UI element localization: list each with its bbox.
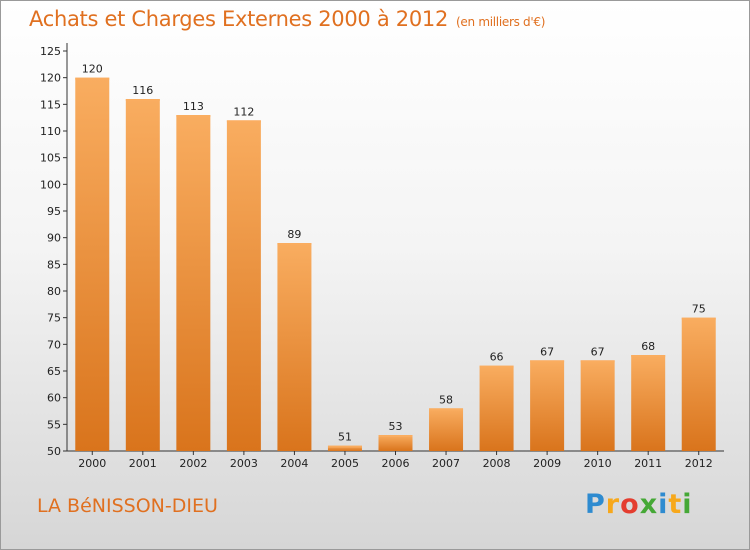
- bar-2010: [580, 360, 615, 451]
- x-tick-label: 2012: [685, 457, 713, 470]
- logo-letter: r: [605, 489, 621, 520]
- y-tick-label: 60: [47, 392, 61, 405]
- data-label-2002: 113: [183, 100, 204, 113]
- bar-2011: [631, 355, 666, 451]
- logo-letter: o: [620, 489, 640, 520]
- chart-labels: 2000 120 2001 116 2002 113 2003 112 2004 89 2005 51…: [78, 63, 712, 470]
- bar-top-highlight: [125, 99, 160, 101]
- data-label-2003: 112: [233, 105, 254, 118]
- x-tick-label: 2011: [634, 457, 662, 470]
- y-tick-label: 115: [40, 98, 61, 111]
- bar-2001: [125, 99, 160, 451]
- bar-top-highlight: [277, 243, 312, 245]
- bar-2007: [429, 408, 464, 451]
- bar-2005: [327, 445, 362, 451]
- chart-subtitle: (en milliers d'€): [456, 15, 546, 29]
- x-tick-label: 2001: [129, 457, 157, 470]
- logo-letter: i: [658, 489, 669, 520]
- y-tick-label: 55: [47, 418, 61, 431]
- y-tick-label: 120: [40, 72, 61, 85]
- x-tick-label: 2004: [280, 457, 308, 470]
- bar-2000: [75, 77, 110, 452]
- data-label-2009: 67: [540, 345, 554, 358]
- data-label-2005: 51: [338, 431, 352, 444]
- bar-top-highlight: [327, 445, 362, 448]
- bar-2012: [681, 317, 716, 451]
- x-tick-label: 2008: [483, 457, 511, 470]
- chart-title: Achats et Charges Externes 2000 à 2012 (e…: [29, 7, 545, 31]
- chart-title-text: Achats et Charges Externes 2000 à 2012: [29, 7, 449, 31]
- y-tick-label: 100: [40, 178, 61, 191]
- x-tick-label: 2005: [331, 457, 359, 470]
- y-tick-label: 90: [47, 232, 61, 245]
- data-label-2008: 66: [490, 351, 504, 364]
- x-tick-label: 2007: [432, 457, 460, 470]
- logo-letter: P: [585, 489, 606, 520]
- logo-letter: x: [639, 489, 659, 520]
- data-label-2007: 58: [439, 393, 453, 406]
- bar-top-highlight: [429, 408, 464, 411]
- x-tick-label: 2003: [230, 457, 258, 470]
- bar-2004: [277, 243, 312, 451]
- chart-axes: 50 55 60 65 70 75 80 85 90 95 100 105 110 115 120 125: [40, 43, 724, 458]
- bar-2009: [530, 360, 565, 451]
- data-label-2001: 116: [132, 84, 153, 97]
- logo-letter: t: [668, 489, 683, 520]
- bar-top-highlight: [681, 317, 716, 320]
- data-label-2004: 89: [287, 228, 301, 241]
- bar-2002: [176, 115, 211, 451]
- proxiti-logo: Proxiti: [585, 489, 693, 520]
- logo-letter: i: [682, 489, 693, 520]
- bar-top-highlight: [378, 435, 413, 437]
- y-tick-label: 110: [40, 125, 61, 138]
- x-tick-label: 2010: [584, 457, 612, 470]
- bar-top-highlight: [631, 355, 666, 357]
- bar-2003: [226, 120, 261, 451]
- bar-2006: [378, 435, 413, 451]
- y-tick-label: 75: [47, 312, 61, 325]
- bar-top-highlight: [479, 365, 514, 368]
- data-label-2010: 67: [591, 345, 605, 358]
- place-name: LA BéNISSON-DIEU: [37, 495, 218, 517]
- x-tick-label: 2000: [78, 457, 106, 470]
- bar-top-highlight: [226, 120, 261, 123]
- data-label-2000: 120: [82, 63, 103, 76]
- y-tick-label: 50: [47, 445, 61, 458]
- x-tick-label: 2009: [533, 457, 561, 470]
- y-tick-label: 85: [47, 258, 61, 271]
- bar-2008: [479, 365, 514, 451]
- bar-top-highlight: [580, 360, 615, 363]
- bar-top-highlight: [530, 360, 565, 363]
- y-tick-label: 105: [40, 152, 61, 165]
- bar-top-highlight: [176, 115, 211, 117]
- y-tick-label: 65: [47, 365, 61, 378]
- y-tick-label: 70: [47, 338, 61, 351]
- bar-top-highlight: [75, 77, 110, 80]
- x-tick-label: 2002: [179, 457, 207, 470]
- y-tick-label: 80: [47, 285, 61, 298]
- data-label-2012: 75: [692, 303, 706, 316]
- y-tick-label: 125: [40, 45, 61, 58]
- chart-bars: [75, 77, 716, 452]
- y-tick-label: 95: [47, 205, 61, 218]
- data-label-2011: 68: [641, 340, 655, 353]
- data-label-2006: 53: [389, 420, 403, 433]
- x-tick-label: 2006: [382, 457, 410, 470]
